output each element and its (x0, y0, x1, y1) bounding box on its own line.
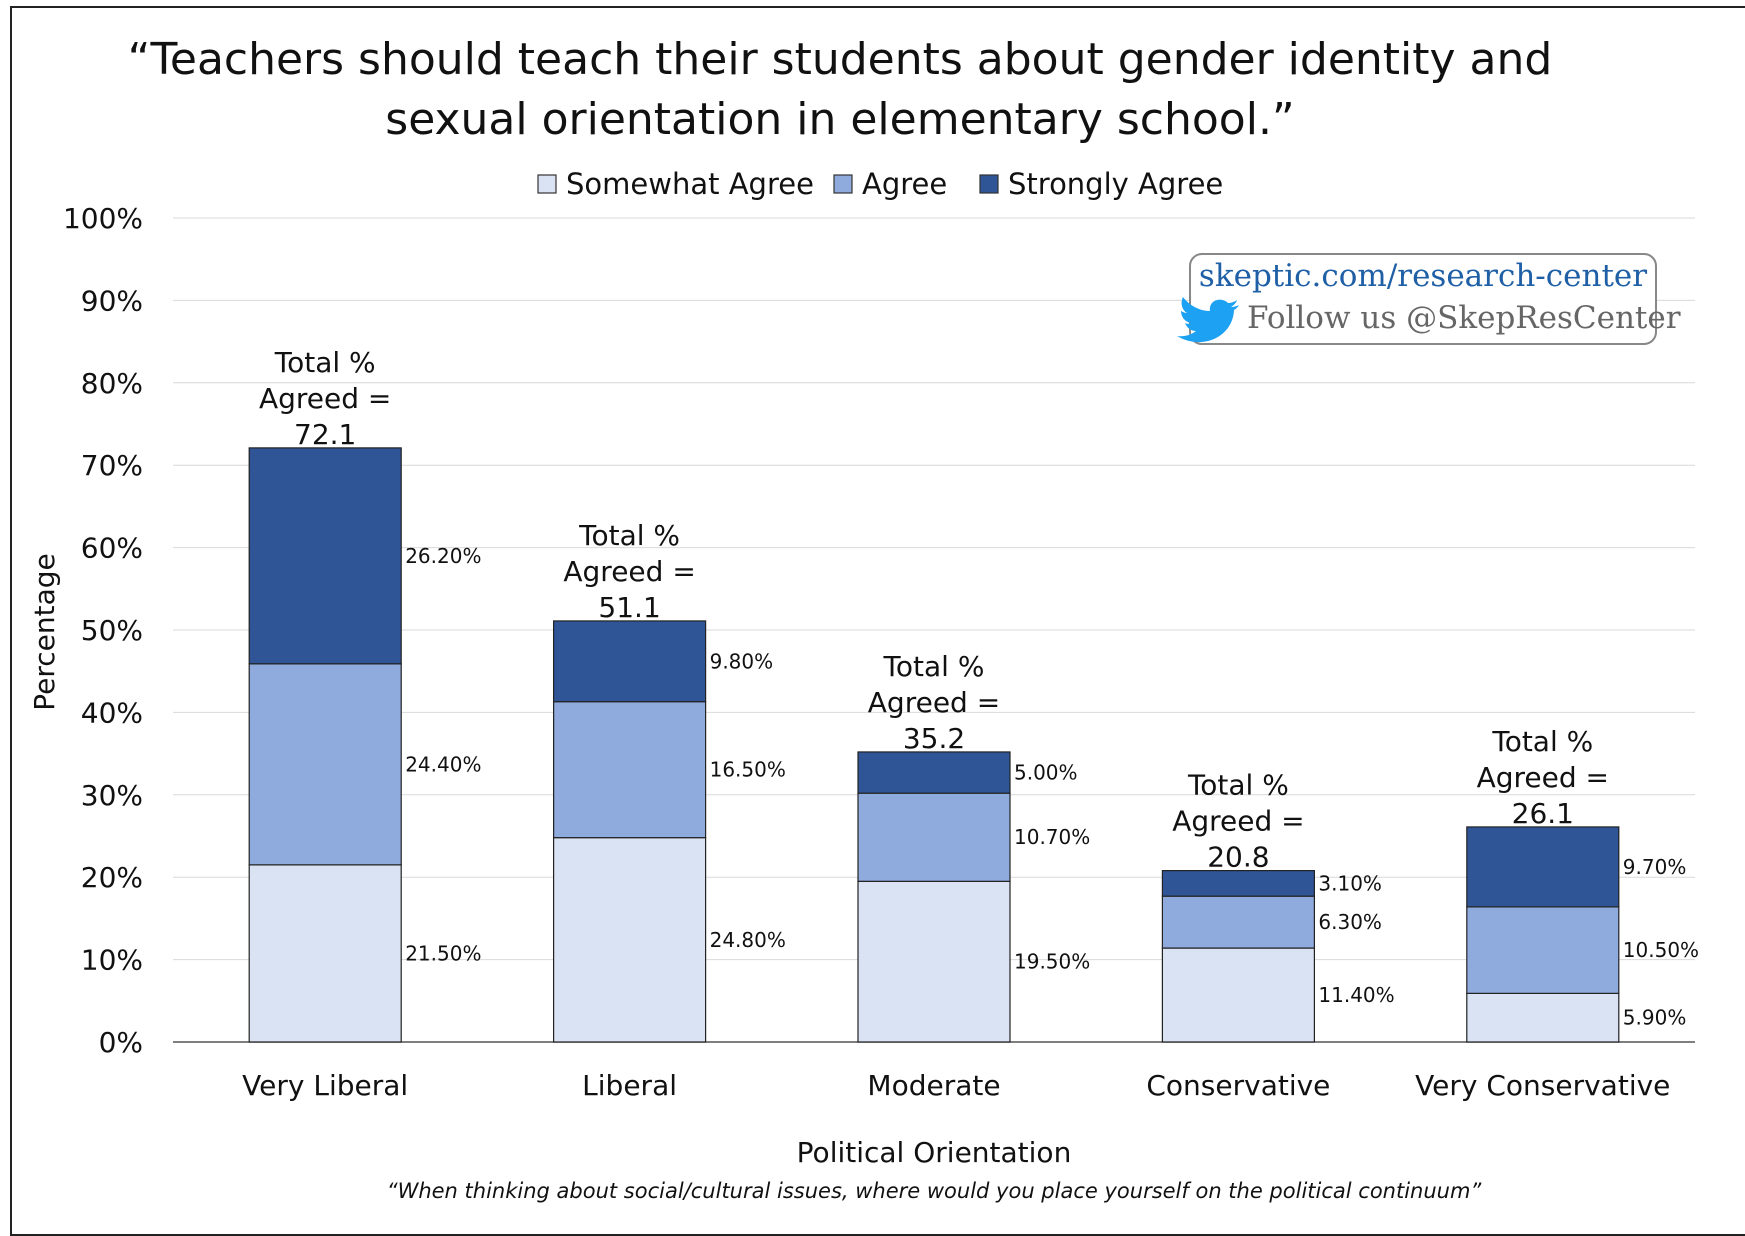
total-label: Total % (578, 519, 680, 552)
x-axis-title: Political Orientation (797, 1136, 1072, 1169)
data-label: 5.00% (1014, 761, 1078, 785)
x-axis-note: “When thinking about social/cultural iss… (387, 1179, 1483, 1203)
y-tick-label: 50% (81, 614, 143, 647)
data-label: 19.50% (1014, 950, 1090, 974)
data-label: 16.50% (710, 758, 786, 782)
legend-swatch-2 (979, 174, 999, 194)
legend: Somewhat Agree Agree Strongly Agree (537, 167, 1223, 201)
y-tick-label: 10% (81, 944, 143, 977)
legend-label-2: Strongly Agree (1008, 167, 1223, 201)
title-line-1: “Teachers should teach their students ab… (128, 34, 1553, 85)
legend-swatch-0 (537, 174, 557, 194)
x-category-label: Very Conservative (1415, 1069, 1670, 1102)
bar-segment (1466, 826, 1620, 908)
chart-title: “Teachers should teach their students ab… (128, 34, 1553, 145)
total-label: 72.1 (294, 418, 356, 451)
y-tick-label: 90% (81, 284, 143, 317)
y-tick-label: 80% (81, 367, 143, 400)
bar-segment (552, 701, 707, 839)
bar-segment (248, 864, 402, 1043)
total-label: 20.8 (1207, 841, 1269, 874)
y-axis-title: Percentage (28, 553, 61, 711)
legend-label-1: Agree (862, 167, 947, 201)
legend-swatch-1 (833, 174, 853, 194)
data-label: 9.80% (710, 649, 774, 673)
title-line-2: sexual orientation in elementary school.… (385, 94, 1294, 145)
data-label: 26.20% (405, 544, 481, 568)
data-label: 24.40% (405, 752, 481, 776)
bar-segment (1161, 947, 1316, 1043)
total-label: Agreed = (563, 555, 695, 588)
y-tick-label: 30% (81, 779, 143, 812)
bar-segment (552, 620, 707, 703)
x-category-label: Liberal (582, 1069, 677, 1102)
data-label: 10.50% (1623, 938, 1699, 962)
bar-segment (552, 837, 707, 1043)
total-label: Total % (274, 346, 376, 379)
y-tick-label: 100% (63, 202, 143, 235)
data-label: 24.80% (710, 928, 786, 952)
bars: 21.50%24.40%26.20%Total %Agreed =72.124.… (248, 346, 1699, 1043)
bar-segment (248, 447, 402, 665)
y-tick-label: 70% (81, 449, 143, 482)
total-label: 35.2 (903, 722, 965, 755)
x-category-label: Moderate (867, 1069, 1000, 1102)
data-label: 9.70% (1623, 855, 1687, 879)
branding-follow-link[interactable]: Follow us @SkepResCenter (1247, 300, 1681, 336)
y-tick-label: 60% (81, 532, 143, 565)
twitter-bird-icon (1177, 297, 1239, 343)
total-label: 26.1 (1512, 797, 1574, 830)
branding-border (1189, 253, 1657, 345)
bar-segment (857, 880, 1011, 1043)
x-category-label: Very Liberal (242, 1069, 408, 1102)
bar-segment (1161, 895, 1316, 949)
bar-segment (1466, 906, 1620, 994)
bar-segment (1161, 870, 1316, 897)
x-axis-categories: Very Liberal Liberal Moderate Conservative V… (242, 1069, 1670, 1102)
bar-segment (857, 792, 1011, 882)
y-axis-ticks: 0% 10% 20% 30% 40% 50% 60% 70% 80% 90% 100% (63, 202, 143, 1059)
y-tick-label: 20% (81, 861, 143, 894)
legend-label-0: Somewhat Agree (566, 167, 814, 201)
total-label: 51.1 (598, 591, 660, 624)
data-label: 3.10% (1318, 871, 1382, 895)
total-label: Agreed = (1477, 761, 1609, 794)
total-label: Agreed = (259, 382, 391, 415)
bar-segment (248, 663, 402, 866)
total-label: Agreed = (1172, 805, 1304, 838)
x-category-label: Conservative (1146, 1069, 1330, 1102)
total-label: Total % (1187, 769, 1289, 802)
y-tick-label: 0% (99, 1026, 143, 1059)
total-label: Agreed = (868, 686, 1000, 719)
data-label: 6.30% (1318, 910, 1382, 934)
bar-segment (1466, 992, 1620, 1043)
bar-segment (857, 751, 1011, 794)
y-tick-label: 40% (81, 696, 143, 729)
data-label: 5.90% (1623, 1006, 1687, 1030)
total-label: Total % (883, 650, 985, 683)
branding-url-link[interactable]: skeptic.com/research-center (1199, 258, 1647, 294)
total-label: Total % (1491, 725, 1593, 758)
data-label: 11.40% (1318, 983, 1394, 1007)
data-label: 10.70% (1014, 825, 1090, 849)
data-label: 21.50% (405, 941, 481, 965)
branding-box[interactable]: skeptic.com/research-center Follow us @S… (1177, 253, 1681, 345)
